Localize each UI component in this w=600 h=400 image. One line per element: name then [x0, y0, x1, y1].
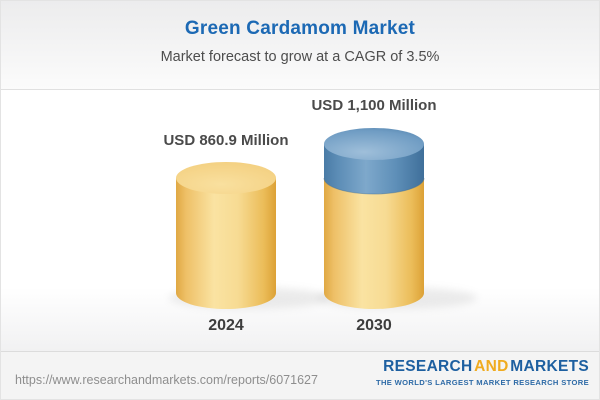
bar-2030-value-label: USD 1,100 Million — [311, 97, 437, 114]
x-axis-label-2024: 2024 — [208, 317, 244, 334]
chart-title: Green Cardamom Market — [184, 18, 416, 39]
chart-subtitle: Market forecast to grow at a CAGR of 3.5… — [160, 49, 440, 65]
bar-2024-value-label: USD 860.9 Million — [163, 132, 289, 149]
bar-2030-cylinder — [323, 128, 425, 309]
footer-bar: https://www.researchandmarkets.com/repor… — [1, 351, 599, 399]
logo-word-markets: MARKETS — [510, 358, 589, 375]
chart-header: Green Cardamom Market Market forecast to… — [1, 1, 599, 90]
logo-tagline: THE WORLD'S LARGEST MARKET RESEARCH STOR… — [375, 378, 589, 388]
logo-wordmark: RESEARCH AND MARKETS — [376, 358, 589, 375]
bar-2024-cylinder — [176, 162, 276, 309]
logo-word-and: AND — [474, 358, 509, 375]
report-url: https://www.researchandmarkets.com/repor… — [15, 373, 318, 387]
x-axis-label-2030: 2030 — [356, 317, 392, 334]
research-and-markets-logo: RESEARCH AND MARKETS THE WORLD'S LARGEST… — [375, 358, 589, 388]
logo-word-research: RESEARCH — [383, 358, 473, 375]
